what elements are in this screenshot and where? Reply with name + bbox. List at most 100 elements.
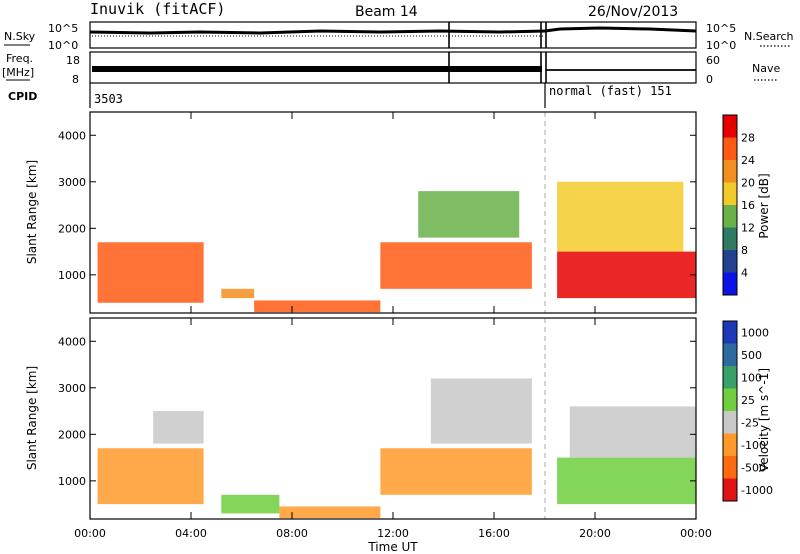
power-region-6 <box>557 181 684 252</box>
power-colorbar-swatch <box>723 205 737 228</box>
freq-strip-frame <box>89 51 697 84</box>
xtick-label: 16:00 <box>478 527 510 540</box>
power-colorbar-tick: 16 <box>741 199 755 212</box>
power-region-5 <box>557 251 696 299</box>
freq-tick-bottom: 8 <box>72 73 79 86</box>
power-region-0 <box>97 242 204 303</box>
power-colorbar-tick: 4 <box>741 267 748 280</box>
nsearch-label: N.Search <box>744 30 794 43</box>
velocity-colorbar-swatch <box>723 456 737 479</box>
velocity-y-axis: 1000 2000 3000 4000 <box>58 335 696 488</box>
power-colorbar-swatch <box>723 115 737 138</box>
power-ytick-label: 4000 <box>58 129 86 142</box>
velocity-colorbar-swatch <box>723 343 737 367</box>
power-region-2 <box>254 300 381 313</box>
power-x-ticks <box>89 112 697 313</box>
power-colorbar-tick: 8 <box>741 244 748 257</box>
xaxis-title: Time UT <box>367 540 418 554</box>
cpid-value-left: 3503 <box>94 92 123 106</box>
nave-label: Nave <box>752 62 780 75</box>
velocity-colorbar-tick: 1000 <box>741 326 769 339</box>
velocity-x-ticks <box>89 318 697 519</box>
freq-label: Freq. <box>6 52 33 65</box>
velocity-panel: 1000 2000 3000 4000 Slant Range [km] <box>25 317 697 520</box>
xtick-label: 00:00 <box>74 527 106 540</box>
power-y-axis: 1000 2000 3000 4000 <box>58 129 696 282</box>
xtick-label: 00:00 <box>680 527 712 540</box>
power-ytick-label: 1000 <box>58 269 86 282</box>
noise-strip-frame <box>89 21 697 49</box>
power-region-1 <box>221 288 255 299</box>
power-colorbar-swatch <box>723 137 737 161</box>
power-colorbar-swatch <box>723 272 737 296</box>
velocity-region-3 <box>279 506 381 519</box>
xtick-label: 08:00 <box>276 527 308 540</box>
nsky-tick-bottom: 10^0 <box>48 39 78 52</box>
power-colorbar: 4 8 12 16 20 24 28 <box>722 114 755 296</box>
velocity-colorbar-swatch <box>723 433 737 457</box>
nsearch-tick-bottom: 10^0 <box>706 39 736 52</box>
velocity-colorbar-tick: -1000 <box>741 484 773 497</box>
velocity-ytick-label: 1000 <box>58 475 86 488</box>
power-colorbar-swatch <box>723 182 737 206</box>
time-axis-labels: 00:00 04:00 08:00 12:00 16:00 20:00 00:00 <box>74 527 712 540</box>
velocity-region-1 <box>153 411 204 444</box>
nave-tick-top: 60 <box>706 54 720 67</box>
velocity-colorbar-tick: -100 <box>741 439 766 452</box>
velocity-region-4 <box>380 448 532 495</box>
power-colorbar-tick: 12 <box>741 222 755 235</box>
freq-unit-label: [MHz] <box>2 66 34 79</box>
nsearch-tick-top: 10^5 <box>706 22 736 35</box>
velocity-region-6 <box>557 457 696 505</box>
power-colorbar-swatch <box>723 160 737 183</box>
velocity-colorbar: 1000 500 100 25 -25 -100 -500 -1000 <box>722 320 773 502</box>
velocity-colorbar-tick: -500 <box>741 461 766 474</box>
velocity-colorbar-frame <box>722 320 738 502</box>
xtick-label: 20:00 <box>579 527 611 540</box>
velocity-colorbar-swatch <box>723 321 737 344</box>
power-colorbar-tick: 28 <box>741 132 755 145</box>
velocity-colorbar-swatch <box>723 388 737 412</box>
power-colorbar-tick: 20 <box>741 177 755 190</box>
power-colorbar-swatch <box>723 227 737 251</box>
power-ytick-label: 2000 <box>58 222 86 235</box>
nave-tick-bottom: 0 <box>706 73 713 86</box>
power-colorbar-label: Power [dB] <box>757 173 771 238</box>
cpid-label: CPID <box>8 90 37 103</box>
velocity-colorbar-tick: -25 <box>741 416 759 429</box>
velocity-colorbar-tick: 500 <box>741 349 762 362</box>
velocity-region-5 <box>430 378 532 444</box>
velocity-ytick-label: 3000 <box>58 382 86 395</box>
velocity-ytick-label: 4000 <box>58 335 86 348</box>
velocity-colorbar-swatch <box>723 478 737 502</box>
cpid-value-right: normal (fast) 151 <box>549 84 672 98</box>
power-colorbar-swatch <box>723 250 737 273</box>
power-region-3 <box>380 242 532 289</box>
velocity-colorbar-swatch <box>723 411 737 434</box>
power-colorbar-tick: 24 <box>741 154 755 167</box>
velocity-region-2 <box>221 494 280 514</box>
velocity-colorbar-tick: 25 <box>741 394 755 407</box>
power-ytick-label: 3000 <box>58 176 86 189</box>
date-title: 26/Nov/2013 <box>588 4 678 20</box>
noise-sky-trace <box>89 26 697 35</box>
freq-trace-band <box>92 66 542 72</box>
beam-title: Beam 14 <box>355 4 418 20</box>
velocity-colorbar-label: Velocity [m s^-1] <box>757 368 771 472</box>
xtick-label: 04:00 <box>175 527 207 540</box>
power-data-layer <box>97 181 696 313</box>
nsky-label: N.Sky <box>4 30 36 43</box>
xtick-label: 12:00 <box>377 527 409 540</box>
velocity-region-0 <box>97 448 204 505</box>
station-title: Inuvik (fitACF) <box>90 0 225 18</box>
power-region-4 <box>418 191 520 238</box>
power-ylabel: Slant Range [km] <box>25 160 39 264</box>
nsky-tick-top: 10^5 <box>48 22 78 35</box>
power-colorbar-frame <box>722 114 738 296</box>
freq-tick-top: 18 <box>66 54 80 67</box>
velocity-colorbar-swatch <box>723 366 737 389</box>
velocity-colorbar-tick: 100 <box>741 371 762 384</box>
velocity-ytick-label: 2000 <box>58 428 86 441</box>
velocity-data-layer <box>97 378 696 519</box>
